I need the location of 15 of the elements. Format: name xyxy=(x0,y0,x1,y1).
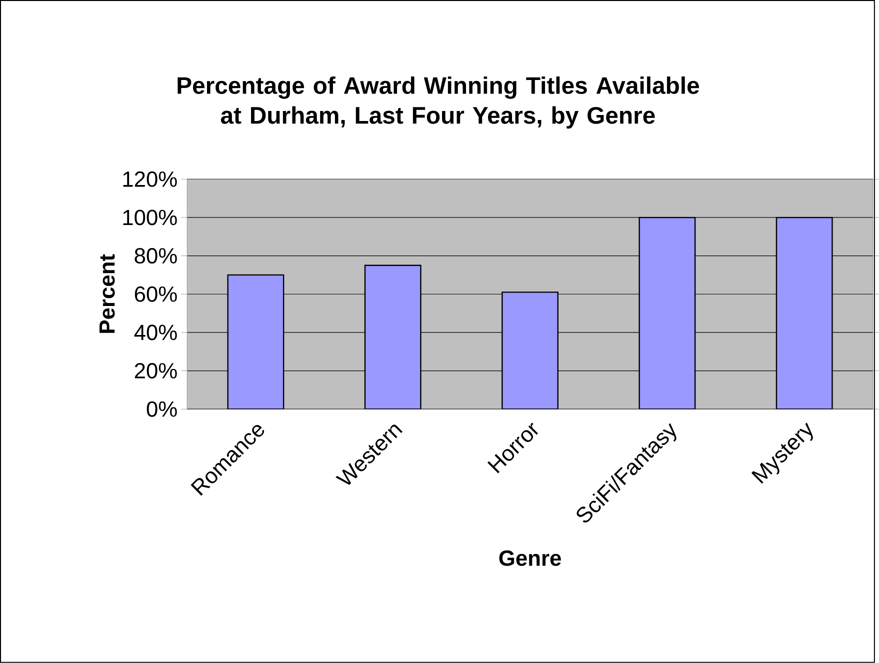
bar xyxy=(502,292,558,410)
y-axis-title: Percent xyxy=(100,254,115,333)
bar xyxy=(227,274,284,410)
bar xyxy=(364,264,422,410)
bar xyxy=(638,216,696,410)
y-tick-label: 0% xyxy=(146,401,177,417)
x-axis-title: Genre xyxy=(499,550,561,566)
y-tick-label: 60% xyxy=(134,286,177,302)
y-tick-label: 20% xyxy=(134,363,177,379)
y-tick-label: 120% xyxy=(123,171,177,187)
y-tick-label: 80% xyxy=(134,248,177,264)
bar xyxy=(776,216,833,410)
y-tick-label: 100% xyxy=(123,210,177,226)
y-tick-label: 40% xyxy=(134,324,177,340)
chart-title: Percentage of Award Winning Titles Available at Durham, Last Four Years, by Genre xyxy=(178,76,700,129)
